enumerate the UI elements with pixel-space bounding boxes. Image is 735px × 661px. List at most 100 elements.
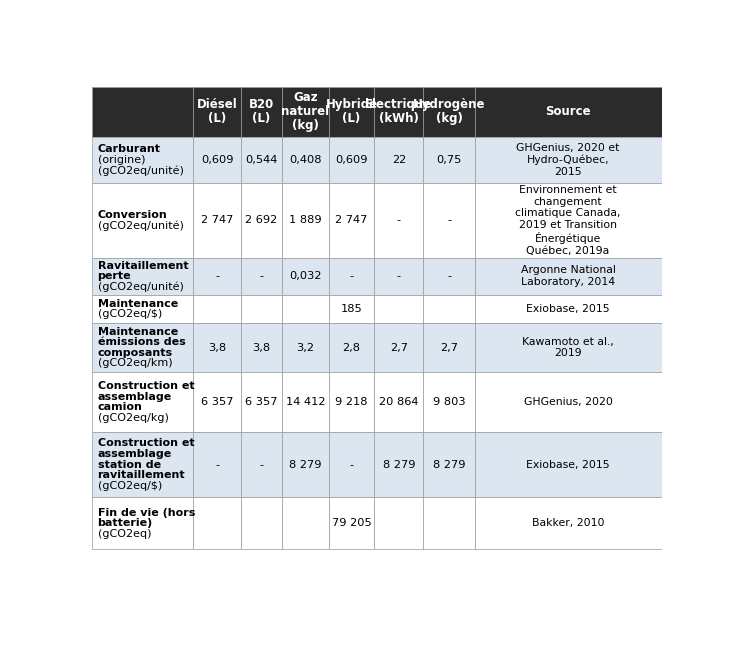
Bar — [92, 295, 193, 323]
Bar — [92, 432, 193, 497]
Bar — [282, 258, 329, 295]
Text: 2 747: 2 747 — [335, 215, 368, 225]
Text: 6 357: 6 357 — [245, 397, 278, 407]
Text: 0,609: 0,609 — [335, 155, 368, 165]
Bar — [329, 137, 374, 182]
Bar — [193, 432, 241, 497]
Bar — [193, 258, 241, 295]
Bar — [329, 372, 374, 432]
Bar — [282, 295, 329, 323]
Text: Fin de vie (hors: Fin de vie (hors — [98, 508, 195, 518]
Text: batterie): batterie) — [98, 518, 153, 528]
Text: -: - — [259, 459, 264, 469]
Text: Diésel
(L): Diésel (L) — [197, 98, 237, 126]
Text: camion: camion — [98, 403, 143, 412]
Bar — [282, 182, 329, 258]
Bar — [92, 137, 193, 182]
Text: 2,8: 2,8 — [343, 342, 361, 352]
Text: Electrique
(kWh): Electrique (kWh) — [365, 98, 432, 126]
Text: -: - — [397, 271, 401, 282]
Bar — [92, 182, 193, 258]
Text: -: - — [259, 271, 264, 282]
Text: 1 889: 1 889 — [289, 215, 322, 225]
Text: Kawamoto et al.,
2019: Kawamoto et al., 2019 — [522, 336, 614, 358]
Text: Exiobase, 2015: Exiobase, 2015 — [526, 304, 610, 314]
Text: 0,75: 0,75 — [437, 155, 462, 165]
Bar — [423, 258, 475, 295]
Text: 9 803: 9 803 — [433, 397, 465, 407]
Text: (gCO2eq/kg): (gCO2eq/kg) — [98, 413, 168, 423]
Bar — [92, 497, 193, 549]
Bar — [241, 182, 282, 258]
Text: 0,544: 0,544 — [245, 155, 278, 165]
Text: (origine): (origine) — [98, 155, 145, 165]
Text: assemblage: assemblage — [98, 392, 172, 402]
Bar — [475, 323, 662, 372]
Text: (gCO2eq/$): (gCO2eq/$) — [98, 481, 162, 491]
Text: Environnement et
changement
climatique Canada,
2019 et Transition
Énergétique
Qu: Environnement et changement climatique C… — [515, 185, 621, 256]
Text: 9 218: 9 218 — [335, 397, 368, 407]
Bar — [92, 372, 193, 432]
Bar — [241, 372, 282, 432]
Bar — [241, 497, 282, 549]
Bar — [193, 323, 241, 372]
Bar — [329, 323, 374, 372]
Bar — [241, 432, 282, 497]
Bar — [329, 258, 374, 295]
Bar — [423, 323, 475, 372]
Text: 14 412: 14 412 — [286, 397, 325, 407]
Bar — [475, 137, 662, 182]
Bar — [92, 87, 193, 137]
Bar — [423, 182, 475, 258]
Bar — [475, 497, 662, 549]
Bar — [475, 182, 662, 258]
Text: 0,032: 0,032 — [290, 271, 322, 282]
Text: (gCO2eq/unité): (gCO2eq/unité) — [98, 165, 184, 176]
Text: 22: 22 — [392, 155, 406, 165]
Text: station de: station de — [98, 459, 161, 469]
Text: 0,408: 0,408 — [290, 155, 322, 165]
Bar — [193, 295, 241, 323]
Bar — [374, 182, 423, 258]
Bar — [374, 497, 423, 549]
Text: 20 864: 20 864 — [379, 397, 419, 407]
Bar — [193, 497, 241, 549]
Text: 6 357: 6 357 — [201, 397, 234, 407]
Text: 3,8: 3,8 — [208, 342, 226, 352]
Bar — [282, 87, 329, 137]
Bar — [193, 137, 241, 182]
Bar — [329, 497, 374, 549]
Bar — [282, 497, 329, 549]
Bar — [241, 137, 282, 182]
Bar — [241, 87, 282, 137]
Bar — [475, 295, 662, 323]
Text: (gCO2eq/km): (gCO2eq/km) — [98, 358, 172, 368]
Text: GHGenius, 2020 et
Hydro-Québec,
2015: GHGenius, 2020 et Hydro-Québec, 2015 — [517, 143, 620, 176]
Bar — [423, 137, 475, 182]
Text: Construction et: Construction et — [98, 381, 194, 391]
Text: GHGenius, 2020: GHGenius, 2020 — [523, 397, 612, 407]
Bar — [374, 258, 423, 295]
Text: -: - — [350, 459, 354, 469]
Text: (gCO2eq/unité): (gCO2eq/unité) — [98, 220, 184, 231]
Bar — [92, 323, 193, 372]
Bar — [193, 182, 241, 258]
Text: 8 279: 8 279 — [433, 459, 465, 469]
Text: 3,2: 3,2 — [296, 342, 315, 352]
Bar — [475, 432, 662, 497]
Text: Source: Source — [545, 105, 591, 118]
Bar — [374, 137, 423, 182]
Text: Maintenance: Maintenance — [98, 299, 178, 309]
Text: 2,7: 2,7 — [390, 342, 408, 352]
Bar — [241, 258, 282, 295]
Text: 8 279: 8 279 — [383, 459, 415, 469]
Text: -: - — [447, 271, 451, 282]
Text: 0,609: 0,609 — [201, 155, 234, 165]
Text: Bakker, 2010: Bakker, 2010 — [532, 518, 604, 528]
Text: -: - — [447, 215, 451, 225]
Text: 79 205: 79 205 — [331, 518, 371, 528]
Bar — [475, 372, 662, 432]
Text: 2 692: 2 692 — [245, 215, 278, 225]
Bar — [282, 323, 329, 372]
Bar — [374, 432, 423, 497]
